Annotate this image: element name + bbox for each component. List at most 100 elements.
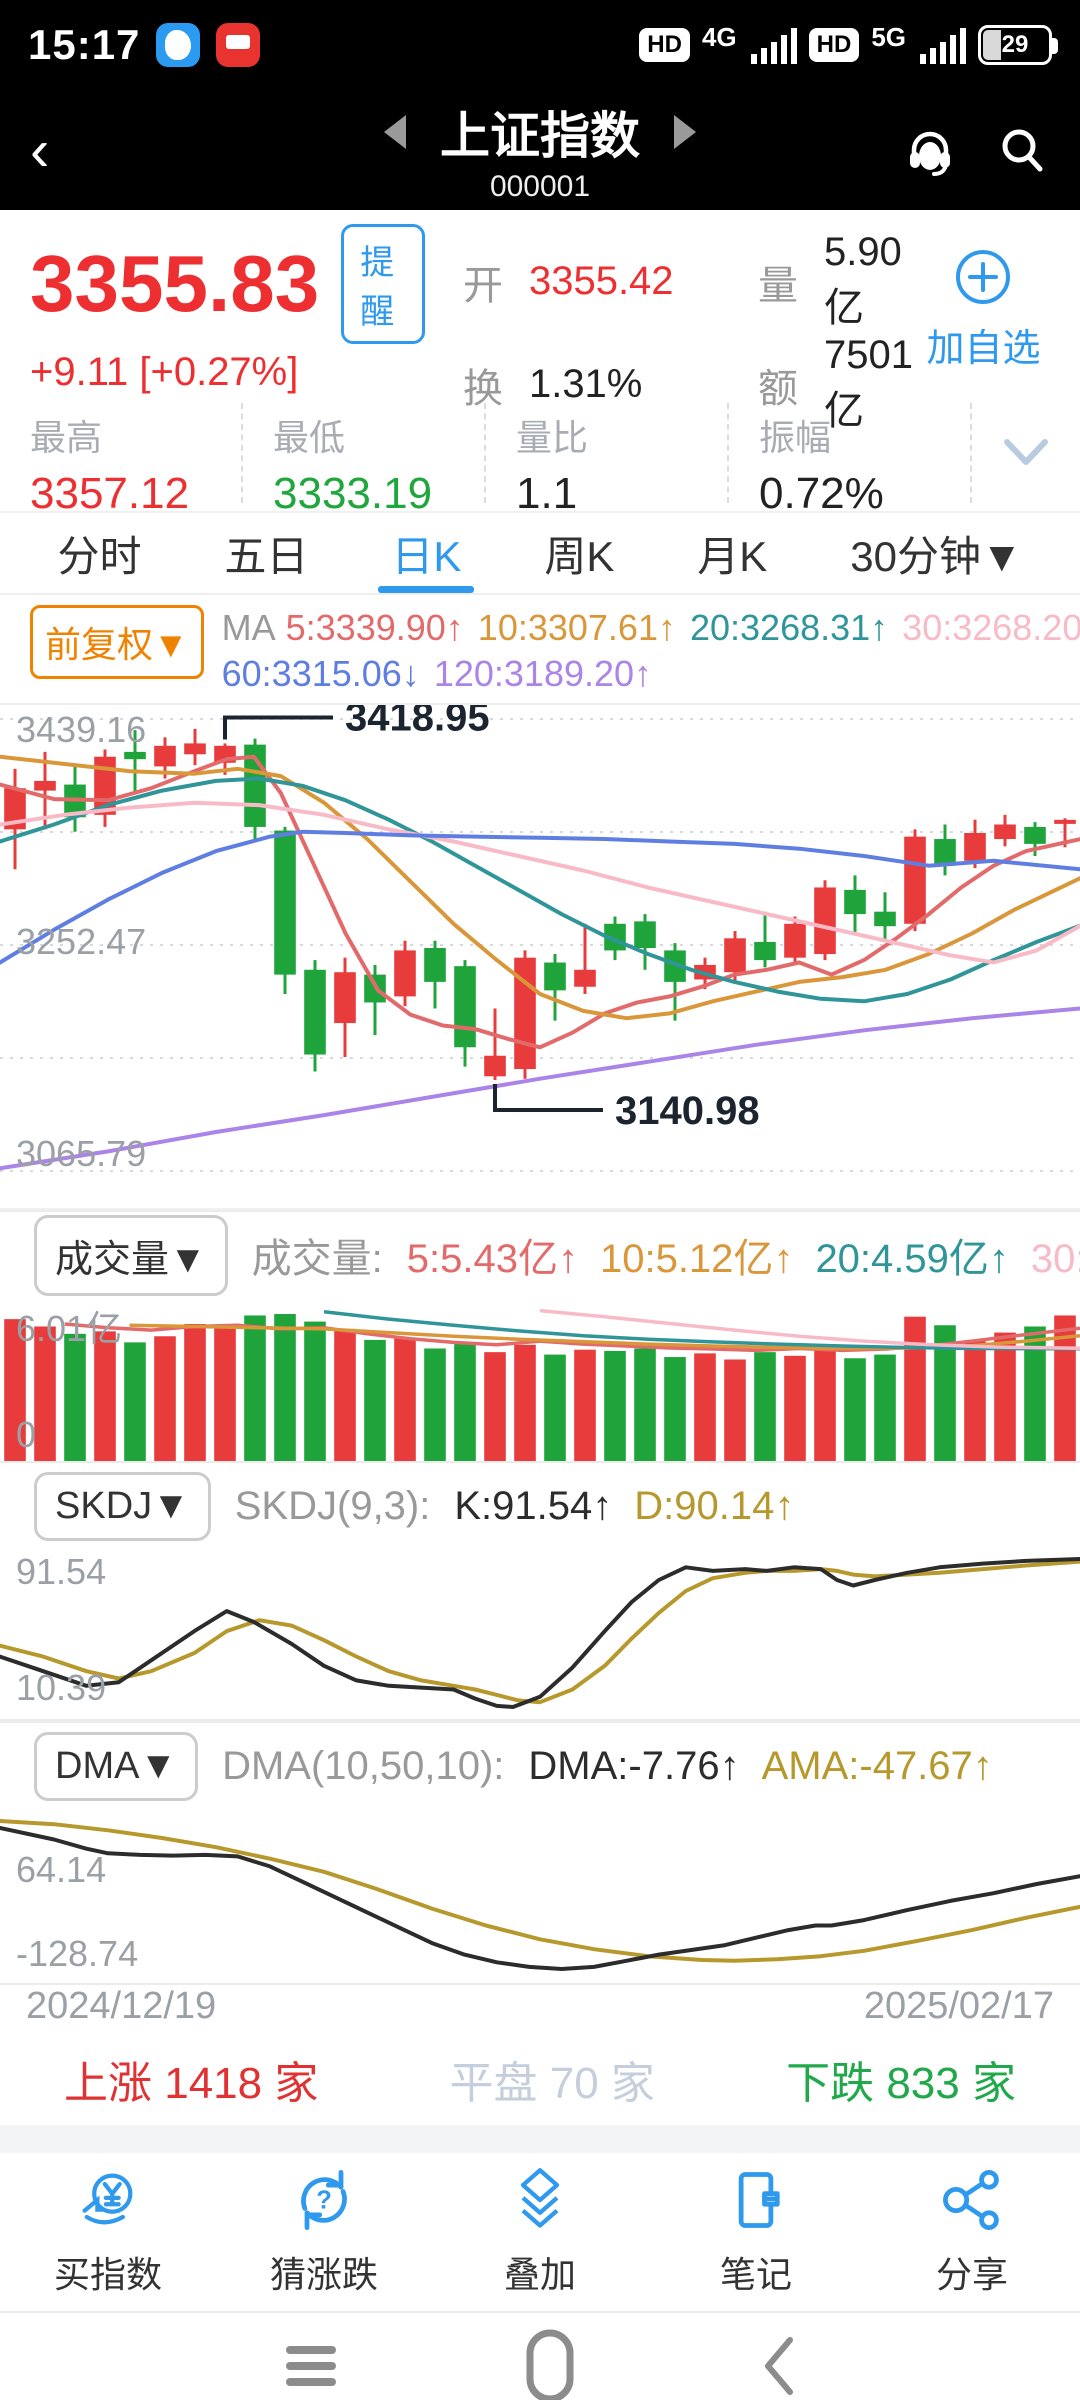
open-label: 开	[462, 263, 503, 308]
amount-value: 7501亿	[823, 333, 913, 433]
prev-stock-icon[interactable]	[384, 115, 406, 149]
stat-vol-ratio: 量比 1.1	[484, 403, 727, 518]
amplitude-value: 0.72%	[759, 469, 884, 518]
indicator-value: 20:3268.31↑	[689, 607, 889, 648]
indicator-value: 30:3268.20↓	[902, 607, 1080, 648]
indicator-value: DMA:-7.76↑	[528, 1743, 740, 1788]
dma-header: DMA▼ DMA(10,50,10): DMA:-7.76↑ AMA:-47.67…	[0, 1721, 1080, 1809]
price-change: +9.11 [+0.27%]	[30, 350, 299, 394]
volume-prefix: 成交量:	[251, 1237, 383, 1281]
add-watchlist-label: 加自选	[926, 328, 1041, 370]
dma-max-label: 64.14	[16, 1849, 107, 1890]
volume-value: 5.90亿	[823, 230, 902, 330]
notes-button[interactable]: 笔记	[648, 2153, 864, 2311]
low-value: 3333.19	[273, 469, 433, 518]
svg-text:3418.95: 3418.95	[345, 705, 490, 739]
indicator-value: D:90.14↑	[634, 1483, 795, 1528]
skdj-chart[interactable]	[0, 1549, 1080, 1721]
back-button[interactable]: ‹	[30, 117, 50, 183]
skdj-min-label: 10.39	[16, 1667, 107, 1708]
alert-button[interactable]: 提醒	[341, 224, 425, 344]
stat-low: 最低 3333.19	[241, 403, 484, 518]
next-stock-icon[interactable]	[674, 115, 696, 149]
stat-high: 最高 3357.12	[0, 403, 241, 518]
back-nav-icon[interactable]	[760, 2336, 796, 2396]
indicator-value: 20:4.59亿↑	[815, 1237, 1009, 1281]
indicator-value: 10:3307.61↑	[477, 607, 676, 648]
tab-minute[interactable]: 分时	[57, 532, 142, 580]
candlestick-chart-pane[interactable]: 3418.95 3140.98 3439.16 3252.47 3065.79	[0, 705, 1080, 1210]
quote-panel: 3355.83 提醒 +9.11 [+0.27%] 开 3355.42 量 5.90…	[0, 210, 1080, 433]
indicator-value: 60:3315.06↓	[221, 653, 420, 694]
volume-chart-pane[interactable]: 6.01亿 0	[0, 1298, 1080, 1461]
adjust-mode-dropdown[interactable]: 前复权▼	[30, 605, 204, 679]
share-icon	[943, 2169, 999, 2231]
status-icons: HD 4G HD 5G 29	[639, 21, 1058, 65]
hd-badge-icon-2: HD	[808, 28, 860, 62]
chart-tabs: 分时 五日 日K 周K 月K 30分钟▼	[0, 513, 1080, 595]
skdj-chart-pane[interactable]: 91.54 10.39	[0, 1549, 1080, 1721]
android-nav-bar	[0, 2311, 1080, 2400]
volume-max-label: 6.01亿	[16, 1308, 123, 1349]
volume-chart[interactable]	[0, 1298, 1080, 1461]
indicator-value: 30:4.61亿↑	[1030, 1237, 1080, 1281]
open-value: 3355.42	[528, 259, 674, 303]
indicator-value: K:91.54↑	[454, 1483, 613, 1528]
indicator-value: AMA:-47.67↑	[761, 1743, 993, 1788]
buy-index-button[interactable]: 买指数	[0, 2153, 216, 2311]
volume-label: 量	[757, 263, 798, 308]
candlestick-chart[interactable]: 3418.95 3140.98	[0, 705, 1080, 1210]
add-watchlist-button[interactable]: 加自选	[913, 224, 1054, 395]
network-5g-label: 5G	[871, 21, 906, 52]
dma-chart-pane[interactable]: 64.14 -128.74	[0, 1809, 1080, 1985]
tab-daily-k[interactable]: 日K	[391, 513, 461, 593]
customer-service-icon[interactable]	[902, 122, 958, 178]
dma-chart[interactable]	[0, 1809, 1080, 1985]
svg-text:3140.98: 3140.98	[615, 1089, 760, 1133]
buy-index-icon	[82, 2173, 133, 2225]
skdj-indicator-dropdown[interactable]: SKDJ▼	[34, 1471, 211, 1541]
skdj-values: K:91.54↑ D:90.14↑	[454, 1484, 1056, 1529]
expand-stats-button[interactable]	[970, 403, 1080, 503]
search-icon[interactable]	[994, 122, 1050, 178]
skdj-max-label: 91.54	[16, 1551, 107, 1592]
ma-row-1: 5:3339.90↑ 10:3307.61↑ 20:3268.31↑ 30:3268.…	[286, 607, 1080, 648]
y-axis-mid-label: 3252.47	[16, 921, 147, 962]
guess-updown-icon: ?	[301, 2169, 347, 2231]
skdj-prefix: SKDJ(9,3):	[234, 1483, 431, 1528]
dma-min-label: -128.74	[16, 1933, 139, 1974]
stat-amplitude: 振幅 0.72%	[727, 403, 970, 518]
tab-five-day[interactable]: 五日	[224, 532, 309, 580]
decliners-count: 下跌 833 家	[786, 2059, 1016, 2108]
recent-apps-icon[interactable]	[284, 2344, 340, 2388]
tab-weekly-k[interactable]: 周K	[544, 532, 615, 580]
section-divider	[0, 2125, 1080, 2153]
dma-values: DMA:-7.76↑ AMA:-47.67↑	[528, 1744, 1056, 1789]
overlay-button[interactable]: 叠加	[432, 2153, 648, 2311]
dma-prefix: DMA(10,50,10):	[222, 1743, 505, 1788]
news-app-icon	[216, 23, 261, 67]
battery-indicator: 29	[978, 25, 1058, 65]
quote-details: 开 3355.42 量 5.90亿 换 1.31% 额 7501亿	[425, 224, 913, 433]
tab-period-dropdown[interactable]: 30分钟▼	[850, 532, 1023, 580]
overlay-layers-icon	[520, 2168, 560, 2228]
bottom-toolbar: 买指数 ? 猜涨跌 叠加 笔记 分享	[0, 2153, 1080, 2311]
signal-bars-icon	[750, 28, 797, 64]
dma-indicator-dropdown[interactable]: DMA▼	[34, 1731, 199, 1801]
ma-settings-bar: 前复权▼ MA 5:3339.90↑ 10:3307.61↑ 20:3268.31↑ 3…	[0, 595, 1080, 705]
indicator-value: 10:5.12亿↑	[599, 1237, 794, 1281]
stats-row: 最高 3357.12 最低 3333.19 量比 1.1 振幅 0.72%	[0, 395, 1080, 518]
home-icon[interactable]	[526, 2329, 574, 2400]
volume-indicator-dropdown[interactable]: 成交量▼	[34, 1214, 228, 1296]
network-4g-label: 4G	[701, 21, 737, 52]
tab-monthly-k[interactable]: 月K	[697, 532, 768, 580]
title-bar: ‹ 上证指数 000001	[0, 90, 1080, 210]
chevron-down-icon	[1004, 439, 1048, 465]
guess-updown-button[interactable]: ? 猜涨跌	[216, 2153, 432, 2311]
page-title: 上证指数	[440, 108, 640, 164]
market-breadth-row: 上涨 1418 家 平盘 70 家 下跌 833 家	[0, 2033, 1080, 2125]
share-button[interactable]: 分享	[864, 2153, 1080, 2311]
title-block: 上证指数 000001	[0, 96, 1080, 204]
turnover-label: 换	[462, 366, 503, 411]
